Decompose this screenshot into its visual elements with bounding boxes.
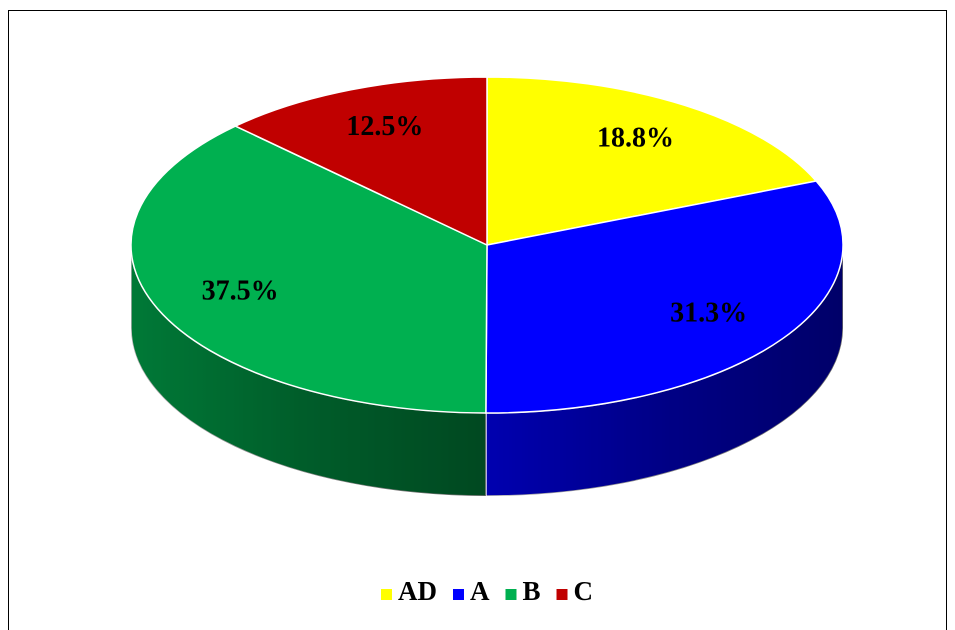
pie-sides: [130, 244, 844, 497]
legend-swatch: [505, 589, 517, 600]
legend-swatch: [452, 589, 464, 600]
pie-slice: [233, 76, 488, 247]
legend-label: B: [522, 576, 540, 606]
data-label: 12.5%: [346, 111, 423, 142]
legend-swatch: [556, 589, 568, 600]
side-shade: [485, 245, 843, 496]
legend-label: AD: [398, 576, 437, 606]
side-shade: [131, 245, 486, 496]
data-label: 37.5%: [202, 275, 279, 306]
pie-slice: [485, 180, 844, 414]
legend-label: C: [574, 576, 594, 606]
legend-label: A: [470, 576, 490, 606]
pie-slice: [486, 76, 818, 246]
side-shade: [131, 245, 486, 496]
data-label: 18.8%: [597, 123, 674, 154]
data-labels: 18.8% 31.3% 37.5% 12.5%: [202, 111, 747, 329]
pie-tops: [130, 76, 844, 414]
legend: AD A B C: [380, 576, 594, 606]
legend-swatch: [380, 589, 392, 600]
side-shade: [485, 245, 843, 496]
pie-slice: [130, 125, 488, 414]
data-label: 31.3%: [670, 298, 747, 329]
